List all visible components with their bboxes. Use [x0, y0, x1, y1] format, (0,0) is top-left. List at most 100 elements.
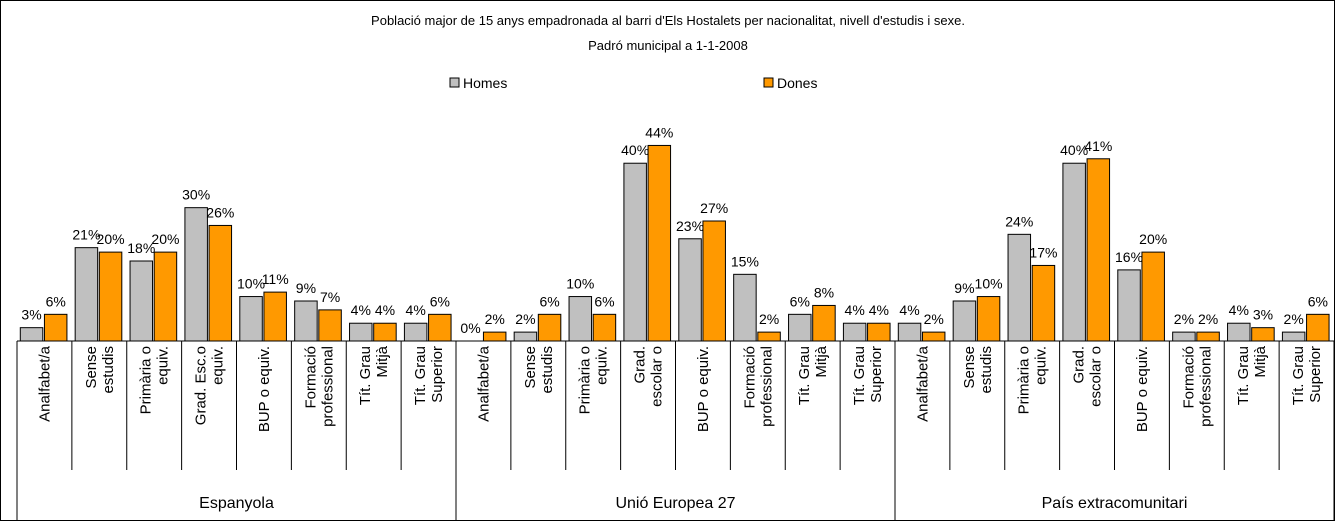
value-label: 9% [296, 280, 316, 296]
value-label: 44% [645, 124, 673, 140]
bar [153, 251, 178, 342]
value-label: 16% [1115, 249, 1143, 265]
x-tick-label: Analfabet/a [36, 345, 53, 422]
legend-label: Homes [463, 75, 507, 91]
bar [74, 247, 99, 342]
bar [812, 304, 836, 342]
x-tick-label: Tít. GrauMitjà [796, 345, 830, 405]
value-label: 20% [97, 231, 125, 247]
chart-title: Població major de 15 anys empadronada al… [371, 13, 965, 28]
x-tick-label: Tít. GrauMitjà [1235, 345, 1269, 405]
value-label: 9% [954, 280, 974, 296]
value-label: 4% [406, 302, 426, 318]
value-label: 26% [206, 204, 234, 220]
bar [976, 296, 1001, 342]
value-label: 7% [320, 289, 340, 305]
bar [1031, 264, 1056, 342]
x-tick-label: Grad.escolar o [632, 346, 666, 407]
value-label: 41% [1084, 138, 1112, 154]
bar [867, 322, 891, 342]
value-label: 6% [430, 293, 450, 309]
value-label: 3% [1253, 307, 1273, 323]
value-label: 6% [539, 293, 559, 309]
value-label: 4% [375, 302, 395, 318]
x-tick-label: Grad.escolar o [1071, 346, 1105, 407]
bar [623, 162, 647, 342]
bar [43, 313, 68, 342]
bar [349, 322, 373, 342]
bar [1196, 331, 1220, 342]
value-label: 4% [869, 302, 889, 318]
x-tick-label: Senseestudis [522, 346, 556, 394]
x-tick-label: Senseestudis [83, 346, 117, 394]
value-label: 2% [759, 311, 779, 327]
bar [208, 224, 233, 342]
bar [897, 322, 922, 342]
value-label: 10% [566, 276, 594, 292]
bar [1141, 251, 1165, 342]
bar [842, 322, 867, 342]
bar [1117, 269, 1141, 342]
value-label: 24% [1005, 213, 1033, 229]
bar [482, 331, 507, 342]
bar [952, 300, 977, 342]
value-label: 40% [1060, 142, 1088, 158]
bar [678, 238, 702, 342]
bar [1251, 327, 1275, 342]
value-label: 2% [1284, 311, 1304, 327]
x-tick-label: Analfabet/a [475, 345, 492, 422]
legend-swatch [449, 77, 460, 88]
legend-swatch [763, 77, 774, 88]
bar [568, 296, 593, 342]
value-label: 3% [21, 307, 41, 323]
x-tick-label: Grad. Esc.oequiv. [193, 346, 227, 425]
bar [788, 313, 812, 342]
value-label: 40% [621, 142, 649, 158]
value-label: 6% [1308, 293, 1328, 309]
x-tick-label: Primària oequiv. [577, 346, 611, 414]
bar [1306, 313, 1330, 342]
group-label: Espanyola [199, 495, 274, 512]
value-label: 2% [1198, 311, 1218, 327]
value-label: 2% [515, 311, 535, 327]
bar [373, 322, 397, 342]
value-label: 6% [46, 293, 66, 309]
x-tick-label: Primària oequiv. [138, 346, 172, 414]
bar [757, 331, 781, 342]
bar [1086, 158, 1111, 342]
bar [592, 313, 617, 342]
group-label: País extracomunitari [1042, 495, 1188, 512]
bar [513, 331, 538, 342]
value-label: 21% [72, 227, 100, 243]
bar [428, 313, 452, 342]
x-tick-label: Analfabet/a [914, 345, 931, 422]
value-label: 15% [731, 253, 759, 269]
legend-label: Dones [777, 75, 817, 91]
chart-subtitle: Padró municipal a 1-1-2008 [588, 38, 748, 53]
value-label: 10% [975, 276, 1003, 292]
bar [318, 309, 342, 342]
value-label: 0% [460, 320, 480, 336]
x-tick-label: BUP o equiv. [1134, 346, 1151, 432]
x-tick-label: Tít. GrauSuperior [851, 346, 885, 405]
x-tick-label: Formacióprofessional [302, 346, 336, 427]
bar [239, 296, 263, 342]
bar [1281, 331, 1306, 342]
x-tick-label: Tít. GrauSuperior [1290, 346, 1324, 405]
x-tick-label: BUP o equiv. [256, 346, 273, 432]
value-label: 4% [351, 302, 371, 318]
x-tick-label: Tít. GrauMitjà [357, 345, 391, 405]
bar [403, 322, 428, 342]
group-label: Unió Europea 27 [615, 495, 735, 512]
bar [129, 260, 154, 342]
value-label: 10% [237, 276, 265, 292]
value-label: 4% [845, 302, 865, 318]
bar [647, 144, 672, 342]
bar [733, 273, 757, 342]
x-tick-label: Tít. GrauSuperior [412, 346, 446, 405]
value-label: 6% [594, 293, 614, 309]
x-tick-label: Senseestudis [961, 346, 995, 394]
value-label: 4% [1229, 302, 1249, 318]
bar [98, 251, 123, 342]
